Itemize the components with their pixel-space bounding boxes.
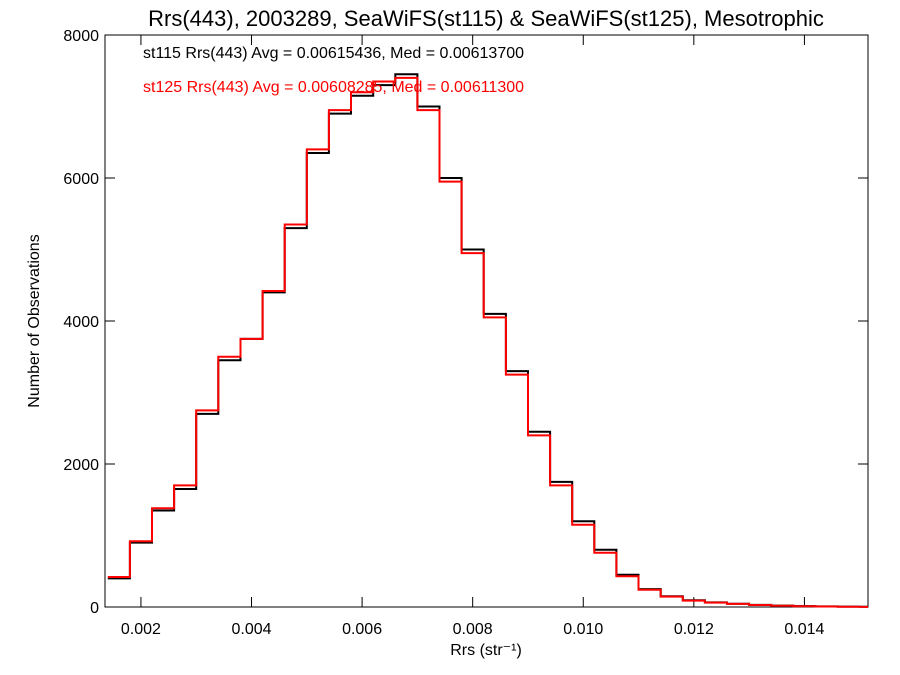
x-tick-label: 0.004 — [231, 621, 271, 638]
axis-ticks — [105, 34, 868, 608]
series-line-st125 — [107, 76, 868, 608]
series-group — [107, 73, 868, 608]
x-tick-label: 0.006 — [342, 621, 382, 638]
x-tick-label: 0.008 — [453, 621, 493, 638]
y-tick-label: 0 — [90, 600, 99, 617]
x-tick-label: 0.010 — [563, 621, 603, 638]
plot-frame — [104, 34, 869, 608]
x-tick-label: 0.002 — [121, 621, 161, 638]
chart-title: Rrs(443), 2003289, SeaWiFS(st115) & SeaW… — [148, 6, 824, 31]
legend-entry-st125: st125 Rrs(443) Avg = 0.00608285, Med = 0… — [143, 79, 524, 96]
axis-tick-labels: 0.002 0.004 0.006 0.008 0.010 0.012 0.014 0 2000… — [63, 28, 824, 638]
x-tick-label: 0.014 — [784, 621, 824, 638]
y-tick-label: 4000 — [63, 314, 99, 331]
x-tick-label: 0.012 — [674, 621, 714, 638]
legend-entry-st115: st115 Rrs(443) Avg = 0.00615436, Med = 0… — [143, 45, 524, 62]
y-tick-label: 8000 — [63, 28, 99, 45]
y-axis-label: Number of Observations — [26, 234, 43, 407]
y-tick-label: 2000 — [63, 457, 99, 474]
series-line-st115 — [107, 73, 868, 608]
x-axis-label: Rrs (str⁻¹) — [450, 642, 522, 659]
y-tick-label: 6000 — [63, 171, 99, 188]
